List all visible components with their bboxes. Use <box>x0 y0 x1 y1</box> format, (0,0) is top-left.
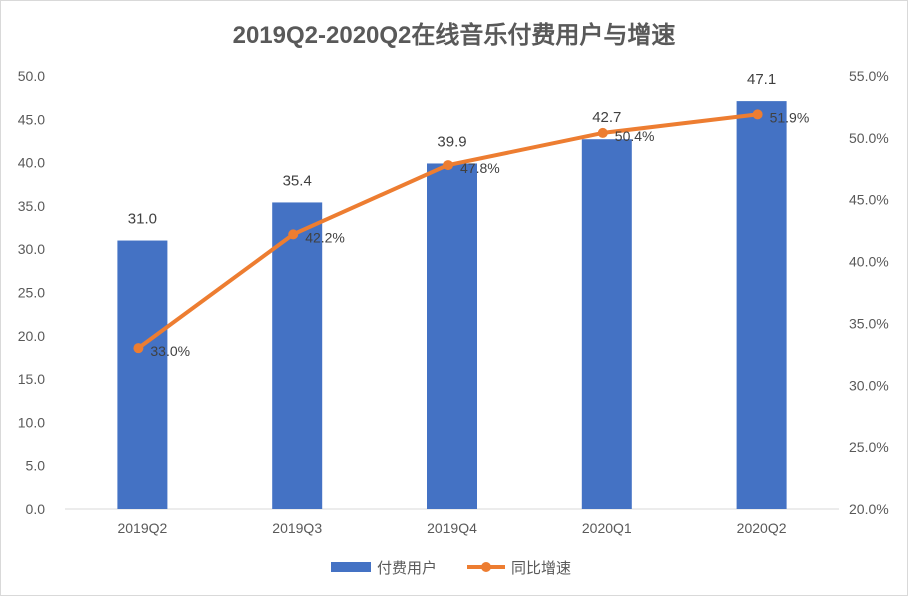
y-right-tick-label: 35.0% <box>849 315 889 331</box>
bar-data-label: 47.1 <box>747 71 776 88</box>
y-left-tick-label: 15.0 <box>18 371 45 387</box>
bar-data-label: 31.0 <box>128 211 157 228</box>
line-point-2019Q2 <box>133 343 144 354</box>
y-right-tick-label: 55.0% <box>849 68 889 84</box>
line-data-label: 42.2% <box>305 229 345 245</box>
y-right-tick-label: 20.0% <box>849 501 889 517</box>
y-left-tick-label: 25.0 <box>18 285 45 301</box>
bar-data-label: 42.7 <box>592 109 621 126</box>
line-data-label: 51.9% <box>770 109 810 125</box>
bar-2019Q3 <box>272 202 323 509</box>
line-point-2019Q3 <box>288 229 299 240</box>
y-left-tick-label: 50.0 <box>18 68 45 84</box>
y-right-tick-label: 40.0% <box>849 254 889 270</box>
line-data-label: 33.0% <box>150 343 190 359</box>
legend-label-bar: 付费用户 <box>377 560 437 577</box>
bar-2019Q2 <box>117 240 168 510</box>
x-tick-label: 2019Q4 <box>427 520 477 536</box>
y-right-tick-label: 45.0% <box>849 192 889 208</box>
y-right-tick-label: 25.0% <box>849 439 889 455</box>
line-point-2020Q2 <box>752 109 763 120</box>
y-left-tick-label: 45.0 <box>18 111 45 127</box>
line-point-2020Q1 <box>597 127 608 138</box>
y-left-tick-label: 5.0 <box>26 458 46 474</box>
y-left-tick-label: 40.0 <box>18 155 45 171</box>
legend-label-line: 同比增速 <box>511 560 571 577</box>
bar-2020Q1 <box>581 139 632 509</box>
bar-2019Q4 <box>427 163 477 509</box>
legend-marker-line <box>481 562 491 572</box>
x-tick-label: 2020Q1 <box>582 520 632 536</box>
line-data-label: 47.8% <box>460 160 500 176</box>
x-tick-label: 2019Q2 <box>117 520 167 536</box>
y-left-tick-label: 35.0 <box>18 198 45 214</box>
y-left-tick-label: 20.0 <box>18 328 45 344</box>
legend-swatch-bar <box>331 562 371 572</box>
bar-2020Q2 <box>736 101 787 509</box>
y-left-tick-label: 0.0 <box>26 501 46 517</box>
bar-data-label: 35.4 <box>283 172 312 189</box>
y-right-tick-label: 50.0% <box>849 130 889 146</box>
chart-title: 2019Q2-2020Q2在线音乐付费用户与增速 <box>233 21 676 49</box>
y-right-tick-label: 30.0% <box>849 377 889 393</box>
y-left-tick-label: 10.0 <box>18 414 45 430</box>
x-tick-label: 2020Q2 <box>737 520 787 536</box>
line-point-2019Q4 <box>443 160 453 171</box>
line-data-label: 50.4% <box>615 128 655 144</box>
y-left-tick-label: 30.0 <box>18 241 45 257</box>
bar-data-label: 39.9 <box>437 133 466 150</box>
x-tick-label: 2019Q3 <box>272 520 322 536</box>
